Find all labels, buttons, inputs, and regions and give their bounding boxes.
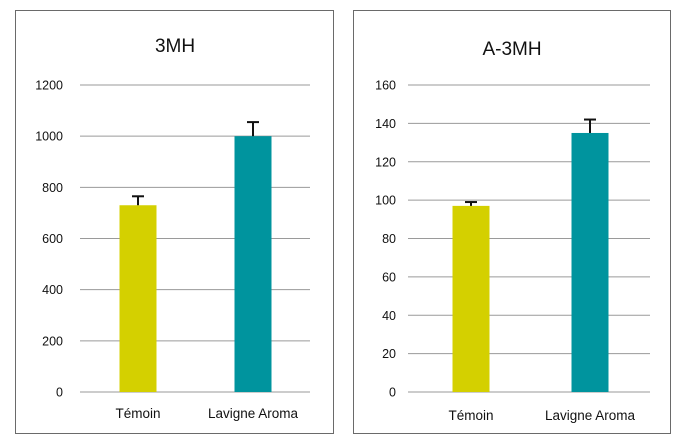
- chart-title: 3MH: [155, 36, 195, 57]
- y-tick-label: 80: [382, 232, 396, 246]
- x-category-label: Lavigne Aroma: [208, 406, 299, 421]
- chart-a3mh: A-3MH 0 20 40 60 80 100 120 140 160 Témoin Lavign…: [375, 39, 650, 423]
- y-tick-label: 1200: [35, 79, 63, 93]
- y-tick-label: 160: [375, 79, 396, 93]
- y-tick-label: 400: [42, 283, 63, 297]
- y-tick-label: 40: [382, 309, 396, 323]
- chart-panel-a3mh: [353, 10, 671, 434]
- y-tick-label: 0: [56, 386, 63, 400]
- bar: [452, 205, 490, 392]
- chart-title: A-3MH: [482, 39, 541, 60]
- y-tick-label: 140: [375, 117, 396, 131]
- x-category-label: Lavigne Aroma: [545, 408, 636, 423]
- y-tick-label: 1000: [35, 130, 63, 144]
- y-tick-label: 0: [389, 386, 396, 400]
- y-tick-label: 60: [382, 270, 396, 284]
- bar: [571, 132, 609, 392]
- y-tick-label: 600: [42, 232, 63, 246]
- chart-3mh: 3MH 0 200 400 600 800 1000 1200 Témoin Lavigne …: [35, 36, 310, 421]
- bar: [119, 205, 157, 392]
- y-tick-label: 100: [375, 194, 396, 208]
- x-category-label: Témoin: [115, 406, 160, 421]
- chart-panel-3mh: [15, 10, 334, 434]
- y-tick-label: 800: [42, 181, 63, 195]
- y-tick-label: 200: [42, 334, 63, 348]
- y-tick-label: 20: [382, 347, 396, 361]
- y-tick-label: 120: [375, 155, 396, 169]
- bar: [234, 136, 272, 392]
- x-category-label: Témoin: [448, 408, 493, 423]
